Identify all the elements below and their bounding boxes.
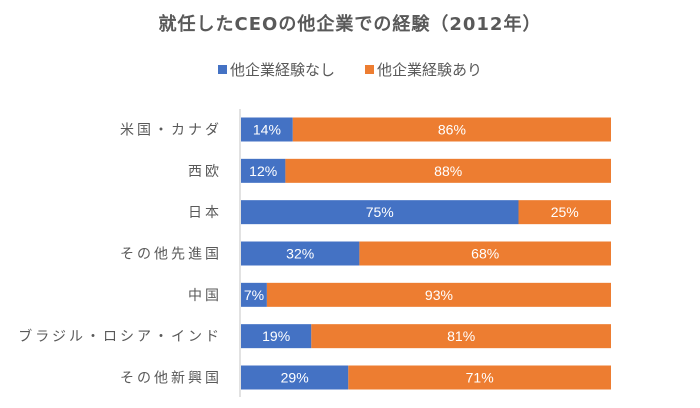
bar-no-experience: [241, 241, 360, 266]
category-label: その他新興国: [120, 371, 222, 387]
category-label: 中国: [188, 288, 222, 304]
data-label-with-experience: 68%: [471, 246, 499, 262]
data-label-with-experience: 71%: [466, 370, 494, 386]
bar-with-experience: [518, 200, 611, 225]
category-label: 西欧: [188, 164, 222, 180]
bar-no-experience: [241, 200, 519, 225]
legend-swatch-no-experience: [217, 65, 227, 74]
chart-title: 就任したCEOの他企業での経験（2012年）: [158, 14, 542, 35]
data-label-no-experience: 32%: [286, 246, 314, 262]
bar-with-experience: [348, 365, 611, 390]
data-label-with-experience: 88%: [434, 163, 462, 179]
data-label-with-experience: 93%: [425, 287, 453, 303]
category-label: 米国・カナダ: [120, 123, 222, 139]
bar-with-experience: [292, 117, 611, 142]
legend-swatch-with-experience: [365, 65, 374, 74]
legend-label-no-experience: 他企業経験なし: [229, 61, 335, 79]
bar-with-experience: [359, 241, 611, 266]
data-label-no-experience: 12%: [249, 163, 277, 179]
legend-item-with-experience: 他企業経験あり: [365, 59, 482, 80]
data-label-with-experience: 86%: [438, 122, 466, 138]
data-label-no-experience: 19%: [262, 328, 290, 344]
bar-with-experience: [311, 324, 611, 349]
bar-with-experience: [285, 158, 611, 183]
data-label-no-experience: 29%: [281, 370, 309, 386]
bar-no-experience: [241, 117, 293, 142]
data-label-no-experience: 75%: [366, 204, 394, 220]
bar-no-experience: [241, 282, 267, 307]
legend-label-with-experience: 他企業経験あり: [377, 61, 483, 79]
category-label: 日本: [188, 205, 222, 221]
bar-no-experience: [241, 158, 286, 183]
data-label-no-experience: 7%: [244, 287, 264, 303]
bar-no-experience: [241, 365, 349, 390]
legend-item-no-experience: 他企業経験なし: [217, 59, 335, 80]
legend: 他企業経験なし 他企業経験あり: [0, 59, 700, 80]
bar-no-experience: [241, 324, 312, 349]
category-label: ブラジル・ロシア・インド: [18, 328, 222, 345]
bar-with-experience: [266, 282, 611, 307]
category-label: その他先進国: [120, 247, 222, 263]
data-label-no-experience: 14%: [253, 122, 281, 138]
data-label-with-experience: 25%: [551, 204, 579, 220]
data-label-with-experience: 81%: [447, 328, 475, 344]
